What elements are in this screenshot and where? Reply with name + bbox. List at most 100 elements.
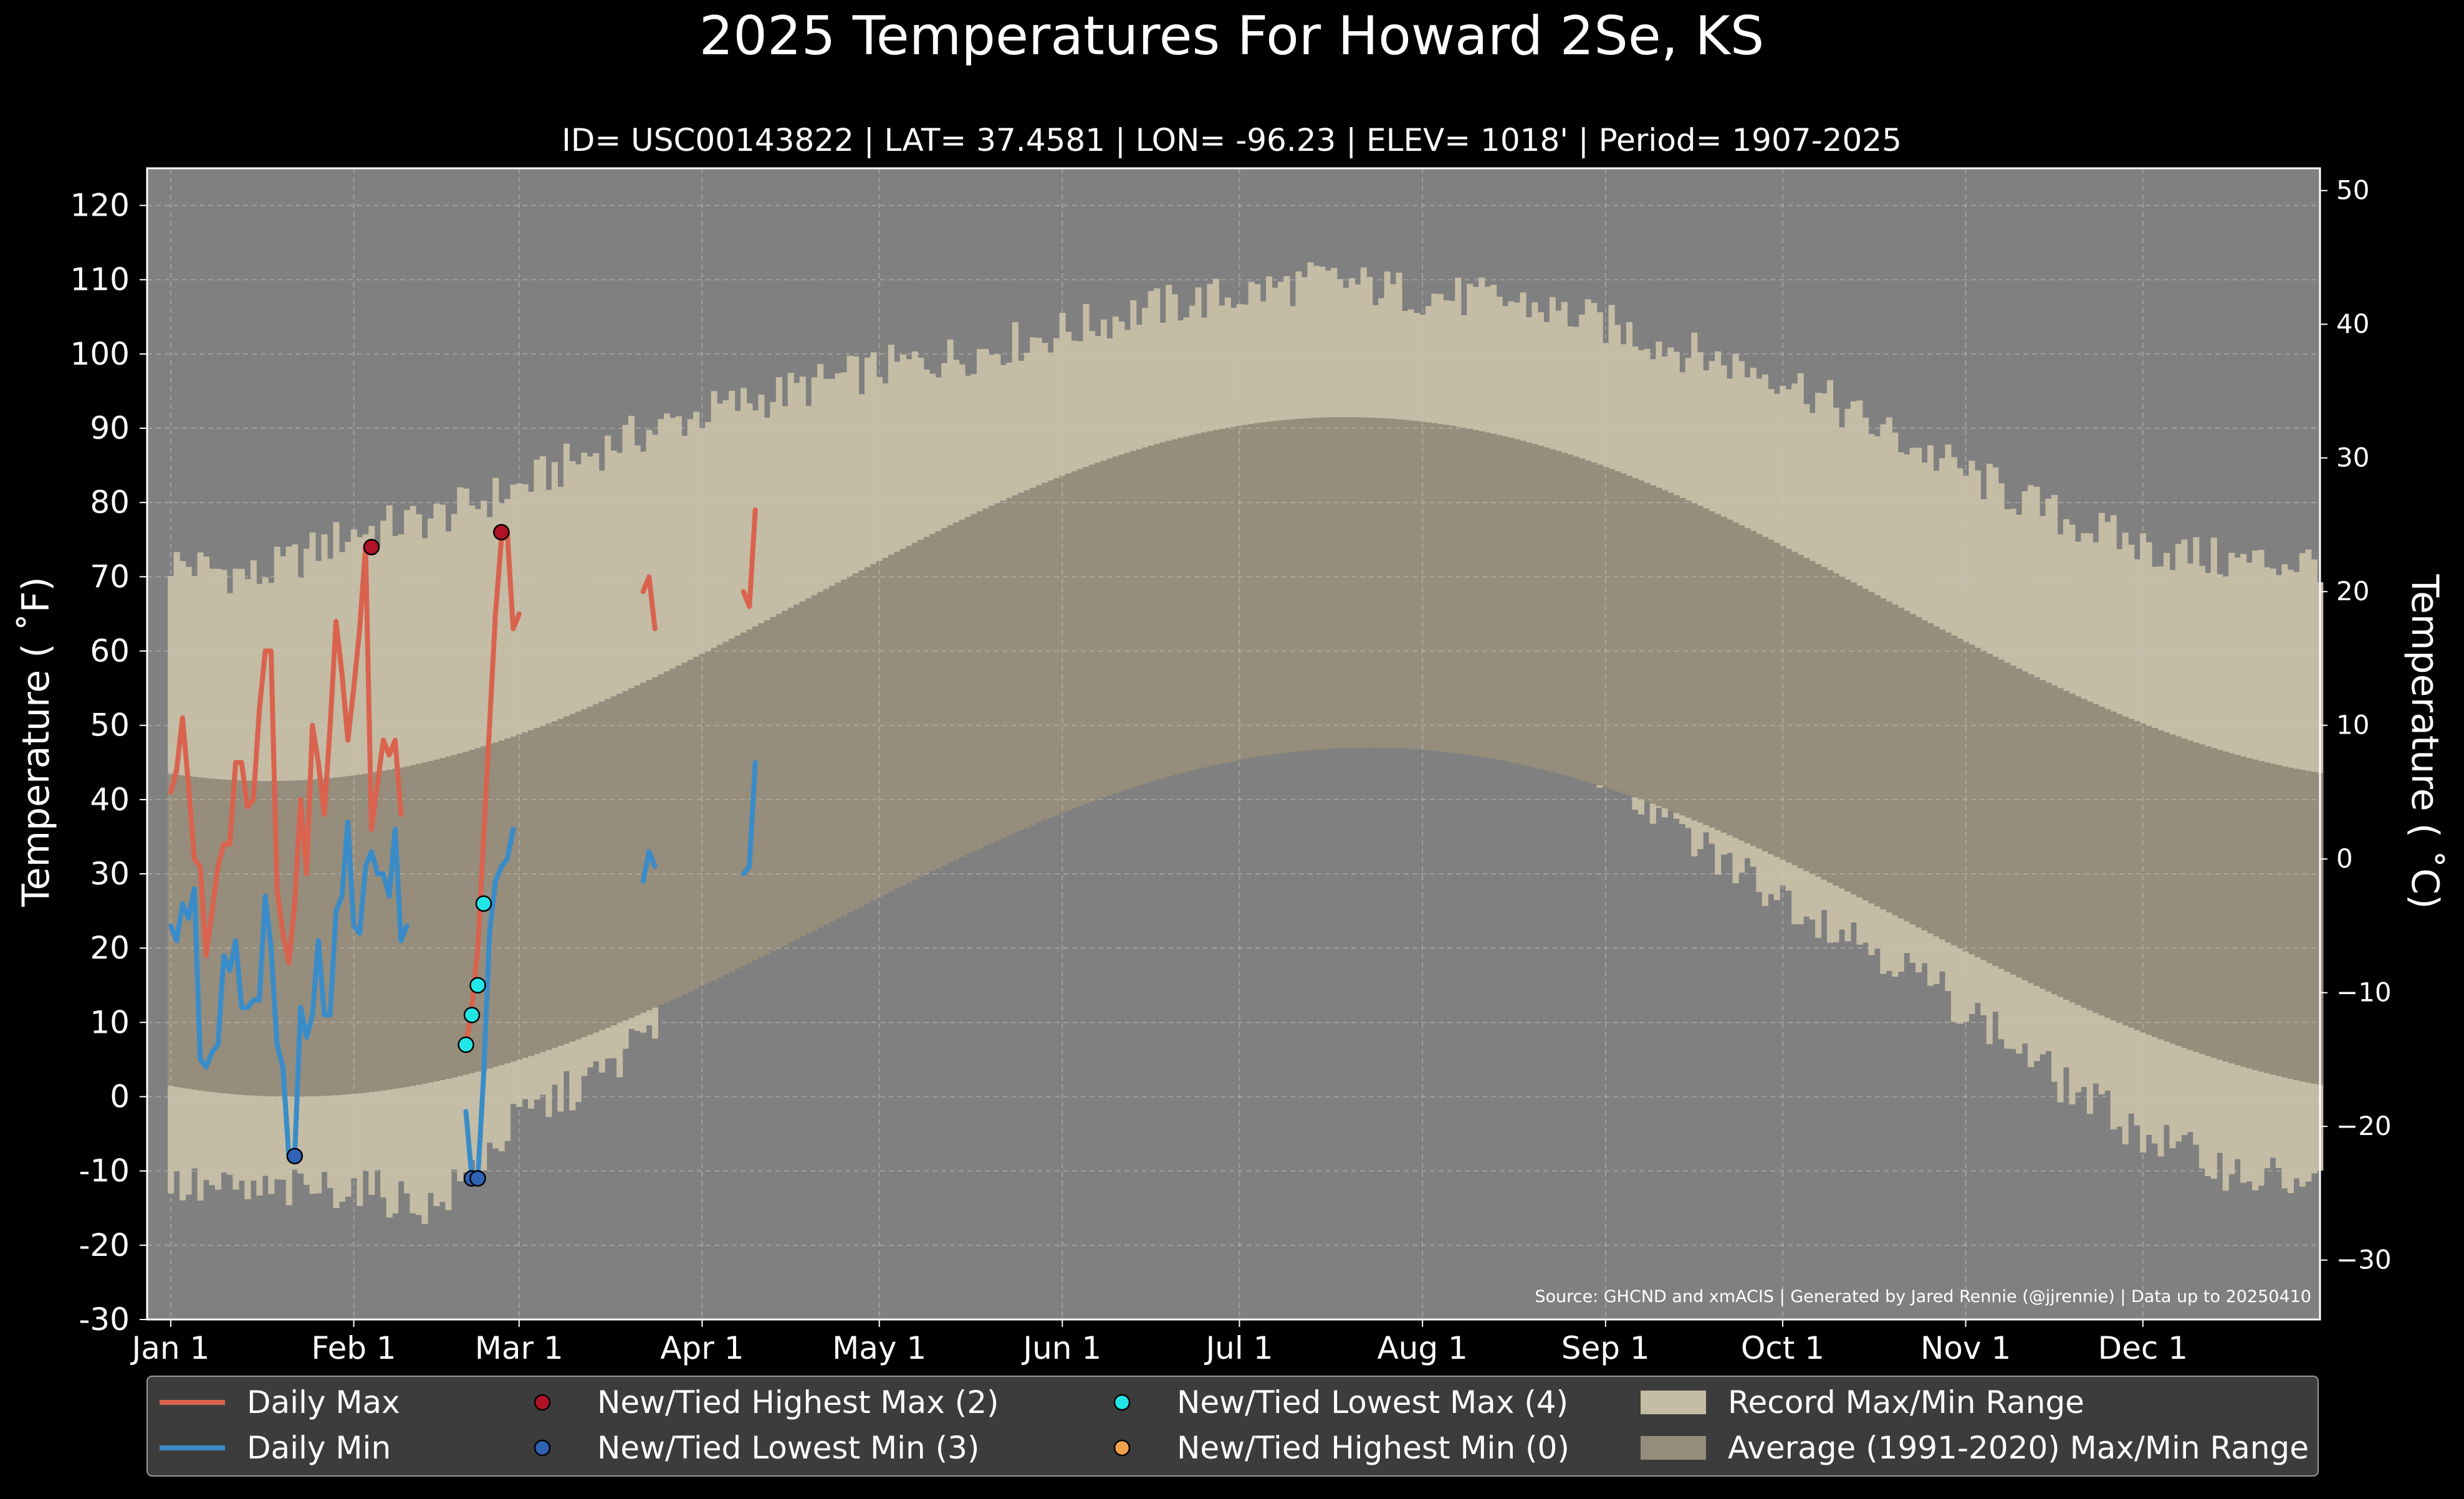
average-range-bar [416, 764, 423, 1085]
average-range-bar [1750, 531, 1757, 846]
average-range-bar [1939, 629, 1946, 940]
average-range-bar [1065, 473, 1072, 811]
average-range-bar [1661, 490, 1668, 808]
new-tied-lowest-min-3-label: New/Tied Lowest Min (3) [597, 1430, 979, 1466]
average-range-bar [646, 679, 653, 1010]
average-range-bar [1679, 497, 1686, 816]
average-range-bar [947, 525, 954, 863]
average-range-bar [1868, 591, 1875, 904]
average-range-bar [1927, 623, 1934, 934]
average-range-bar [1142, 447, 1149, 784]
average-range-bar [1838, 576, 1846, 889]
average-range-bar [1224, 428, 1231, 763]
y-right-tick-label: −30 [2336, 1245, 2392, 1275]
average-range-bar [1384, 418, 1391, 748]
y-tick-label: 90 [90, 410, 130, 446]
average-range-bar [244, 780, 251, 1096]
average-range-bar [1354, 417, 1361, 748]
average-range-bar [858, 570, 865, 907]
average-range-bar [1095, 462, 1101, 800]
average-range-bar [1076, 469, 1084, 807]
new-tied-lowest-max-4-label: New/Tied Lowest Max (4) [1177, 1384, 1568, 1420]
average-range-bar [2110, 711, 2117, 1021]
average-range-bar [1183, 436, 1190, 772]
average-range-bar [1472, 429, 1479, 756]
average-range-bar [846, 576, 853, 912]
average-range-bar [817, 591, 824, 927]
average-range-bar [2040, 679, 2046, 989]
average-range-bar [1573, 456, 1580, 778]
average-range-bar [799, 601, 806, 937]
average-range-bar [2264, 762, 2271, 1073]
average-range-bar [1006, 497, 1013, 836]
average-range-bar [1508, 438, 1515, 763]
average-range-bar [197, 777, 204, 1091]
average-range-bar [1331, 417, 1338, 749]
average-range-bar [2128, 719, 2135, 1028]
average-range-bar [941, 528, 948, 866]
average-range-bar [1130, 451, 1137, 788]
average-range-bar [1773, 542, 1780, 857]
average-range-bar [1490, 433, 1497, 759]
y-tick-label: -20 [79, 1227, 130, 1263]
average-range-bar [1762, 537, 1768, 851]
average-range-bar [2193, 742, 2200, 1052]
average-range-bar [1260, 422, 1267, 756]
average-range-bar [539, 726, 547, 1052]
average-range-bar [1236, 426, 1243, 760]
average-range-bar [1360, 417, 1367, 748]
average-range-bar [870, 563, 877, 901]
average-range-bar [250, 780, 257, 1096]
average-range-bar [587, 706, 593, 1035]
average-range-bar [1479, 431, 1485, 757]
average-range-bar [185, 776, 192, 1089]
new-tied-highest-max-2-swatch [534, 1394, 551, 1411]
average-range-bar [1608, 469, 1615, 790]
average-range-bar [350, 775, 357, 1094]
average-range-bar [1620, 473, 1627, 793]
average-range-bar [433, 759, 440, 1081]
average-range-bar [1880, 598, 1887, 910]
average-range-bar [1248, 424, 1255, 758]
average-range-bar [705, 651, 712, 984]
average-range-bar [1537, 446, 1544, 769]
average-range-bar [598, 701, 605, 1030]
average-range-bar [775, 613, 782, 949]
average-range-bar [1124, 453, 1131, 790]
average-range-bar [605, 699, 611, 1028]
average-range-bar [1780, 545, 1786, 860]
daily-min-label: Daily Min [247, 1430, 391, 1466]
average-range-bar [1159, 442, 1166, 778]
average-range-bar [1207, 431, 1214, 767]
average-range-bar [534, 728, 540, 1055]
average-range-bar [658, 674, 664, 1005]
source-note: Source: GHCND and xmACIS | Generated by … [1535, 1287, 2311, 1306]
average-range-bar [640, 682, 647, 1013]
average-range-bar [1520, 441, 1527, 765]
average-range-bar [315, 778, 322, 1096]
average-range-bar [368, 772, 375, 1092]
average-range-bar [1543, 447, 1550, 770]
average-range-bar [669, 668, 676, 1000]
y-right-tick-label: 20 [2336, 576, 2369, 606]
x-tick-label: Sep 1 [1561, 1330, 1650, 1366]
average-range-bar [1366, 417, 1373, 748]
average-range-bar [380, 770, 387, 1091]
average-range-bar [971, 514, 977, 851]
average-range-bar [1289, 419, 1297, 752]
average-range-bar [2210, 748, 2217, 1058]
average-range-bar [1803, 558, 1810, 871]
average-range-bar [1844, 579, 1851, 892]
average-range-bar [1738, 525, 1745, 841]
new-tied-lowest-max-marker [463, 1007, 481, 1023]
average-range-bar [793, 604, 800, 940]
average-range-bar [2222, 751, 2229, 1062]
average-range-bar [2163, 732, 2170, 1042]
average-range-bar [2198, 744, 2205, 1055]
average-range-bar [2187, 740, 2193, 1050]
x-tick-label: Jan 1 [130, 1330, 210, 1366]
chart-title: 2025 Temperatures For Howard 2Se, KS [699, 5, 1765, 67]
average-range-bar [292, 780, 299, 1097]
average-range-bar [929, 534, 936, 871]
average-range-bar [2092, 704, 2099, 1013]
